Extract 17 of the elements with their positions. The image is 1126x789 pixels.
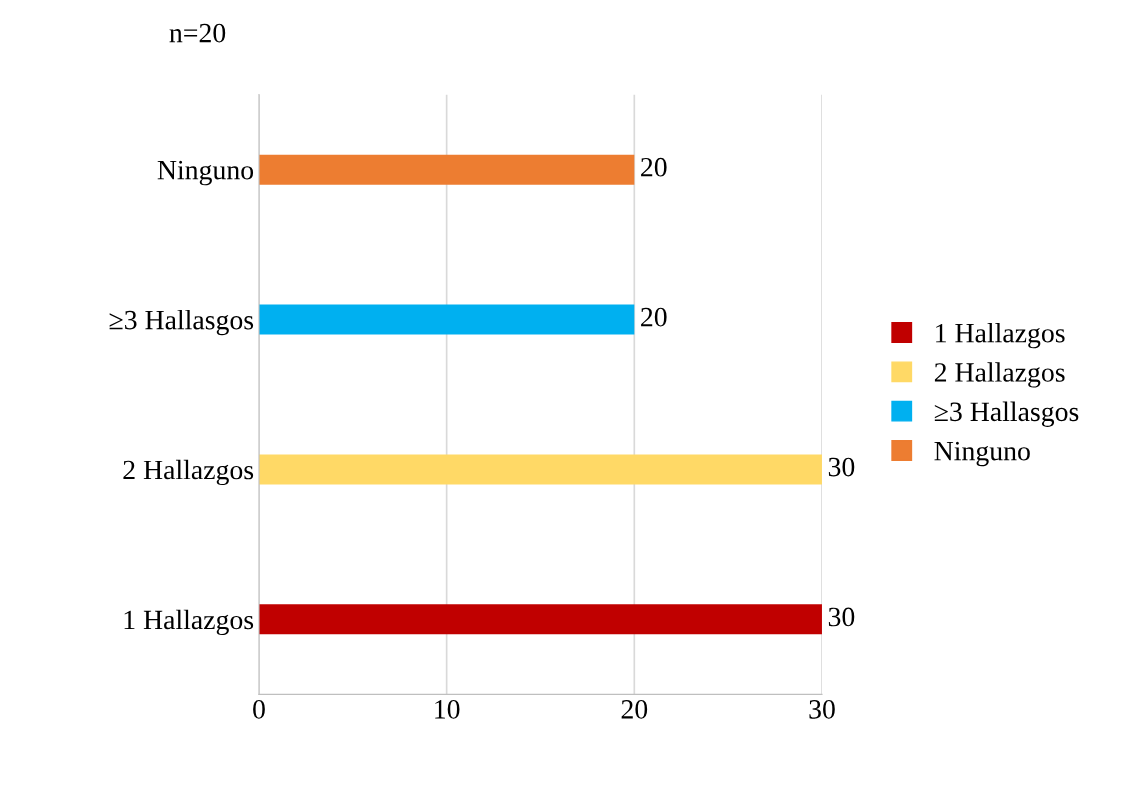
x-tick-label: 0: [253, 699, 265, 719]
y-tick-label: 2 Hallazgos: [123, 459, 254, 486]
data-label: 20: [641, 307, 667, 327]
legend-label: Ninguno: [934, 441, 1030, 467]
y-tick-label: ≥3 Hallasgos: [109, 309, 254, 336]
data-label: 20: [641, 157, 667, 177]
chart-title: n=20: [169, 23, 226, 43]
y-tick-label: 1 Hallazgos: [124, 609, 254, 635]
legend-label: 1 Hallazgos: [936, 322, 1065, 349]
x-tick-label: 20: [621, 699, 648, 719]
legend-label: ≥3 Hallasgos: [934, 401, 1079, 427]
x-tick-label: 30: [809, 699, 835, 719]
data-label: 30: [828, 457, 855, 477]
x-tick-label: 10: [435, 699, 460, 719]
data-label: 30: [828, 607, 855, 627]
legend-label: 2 Hallazgos: [934, 362, 1065, 388]
y-tick-label: Ninguno: [157, 160, 254, 186]
